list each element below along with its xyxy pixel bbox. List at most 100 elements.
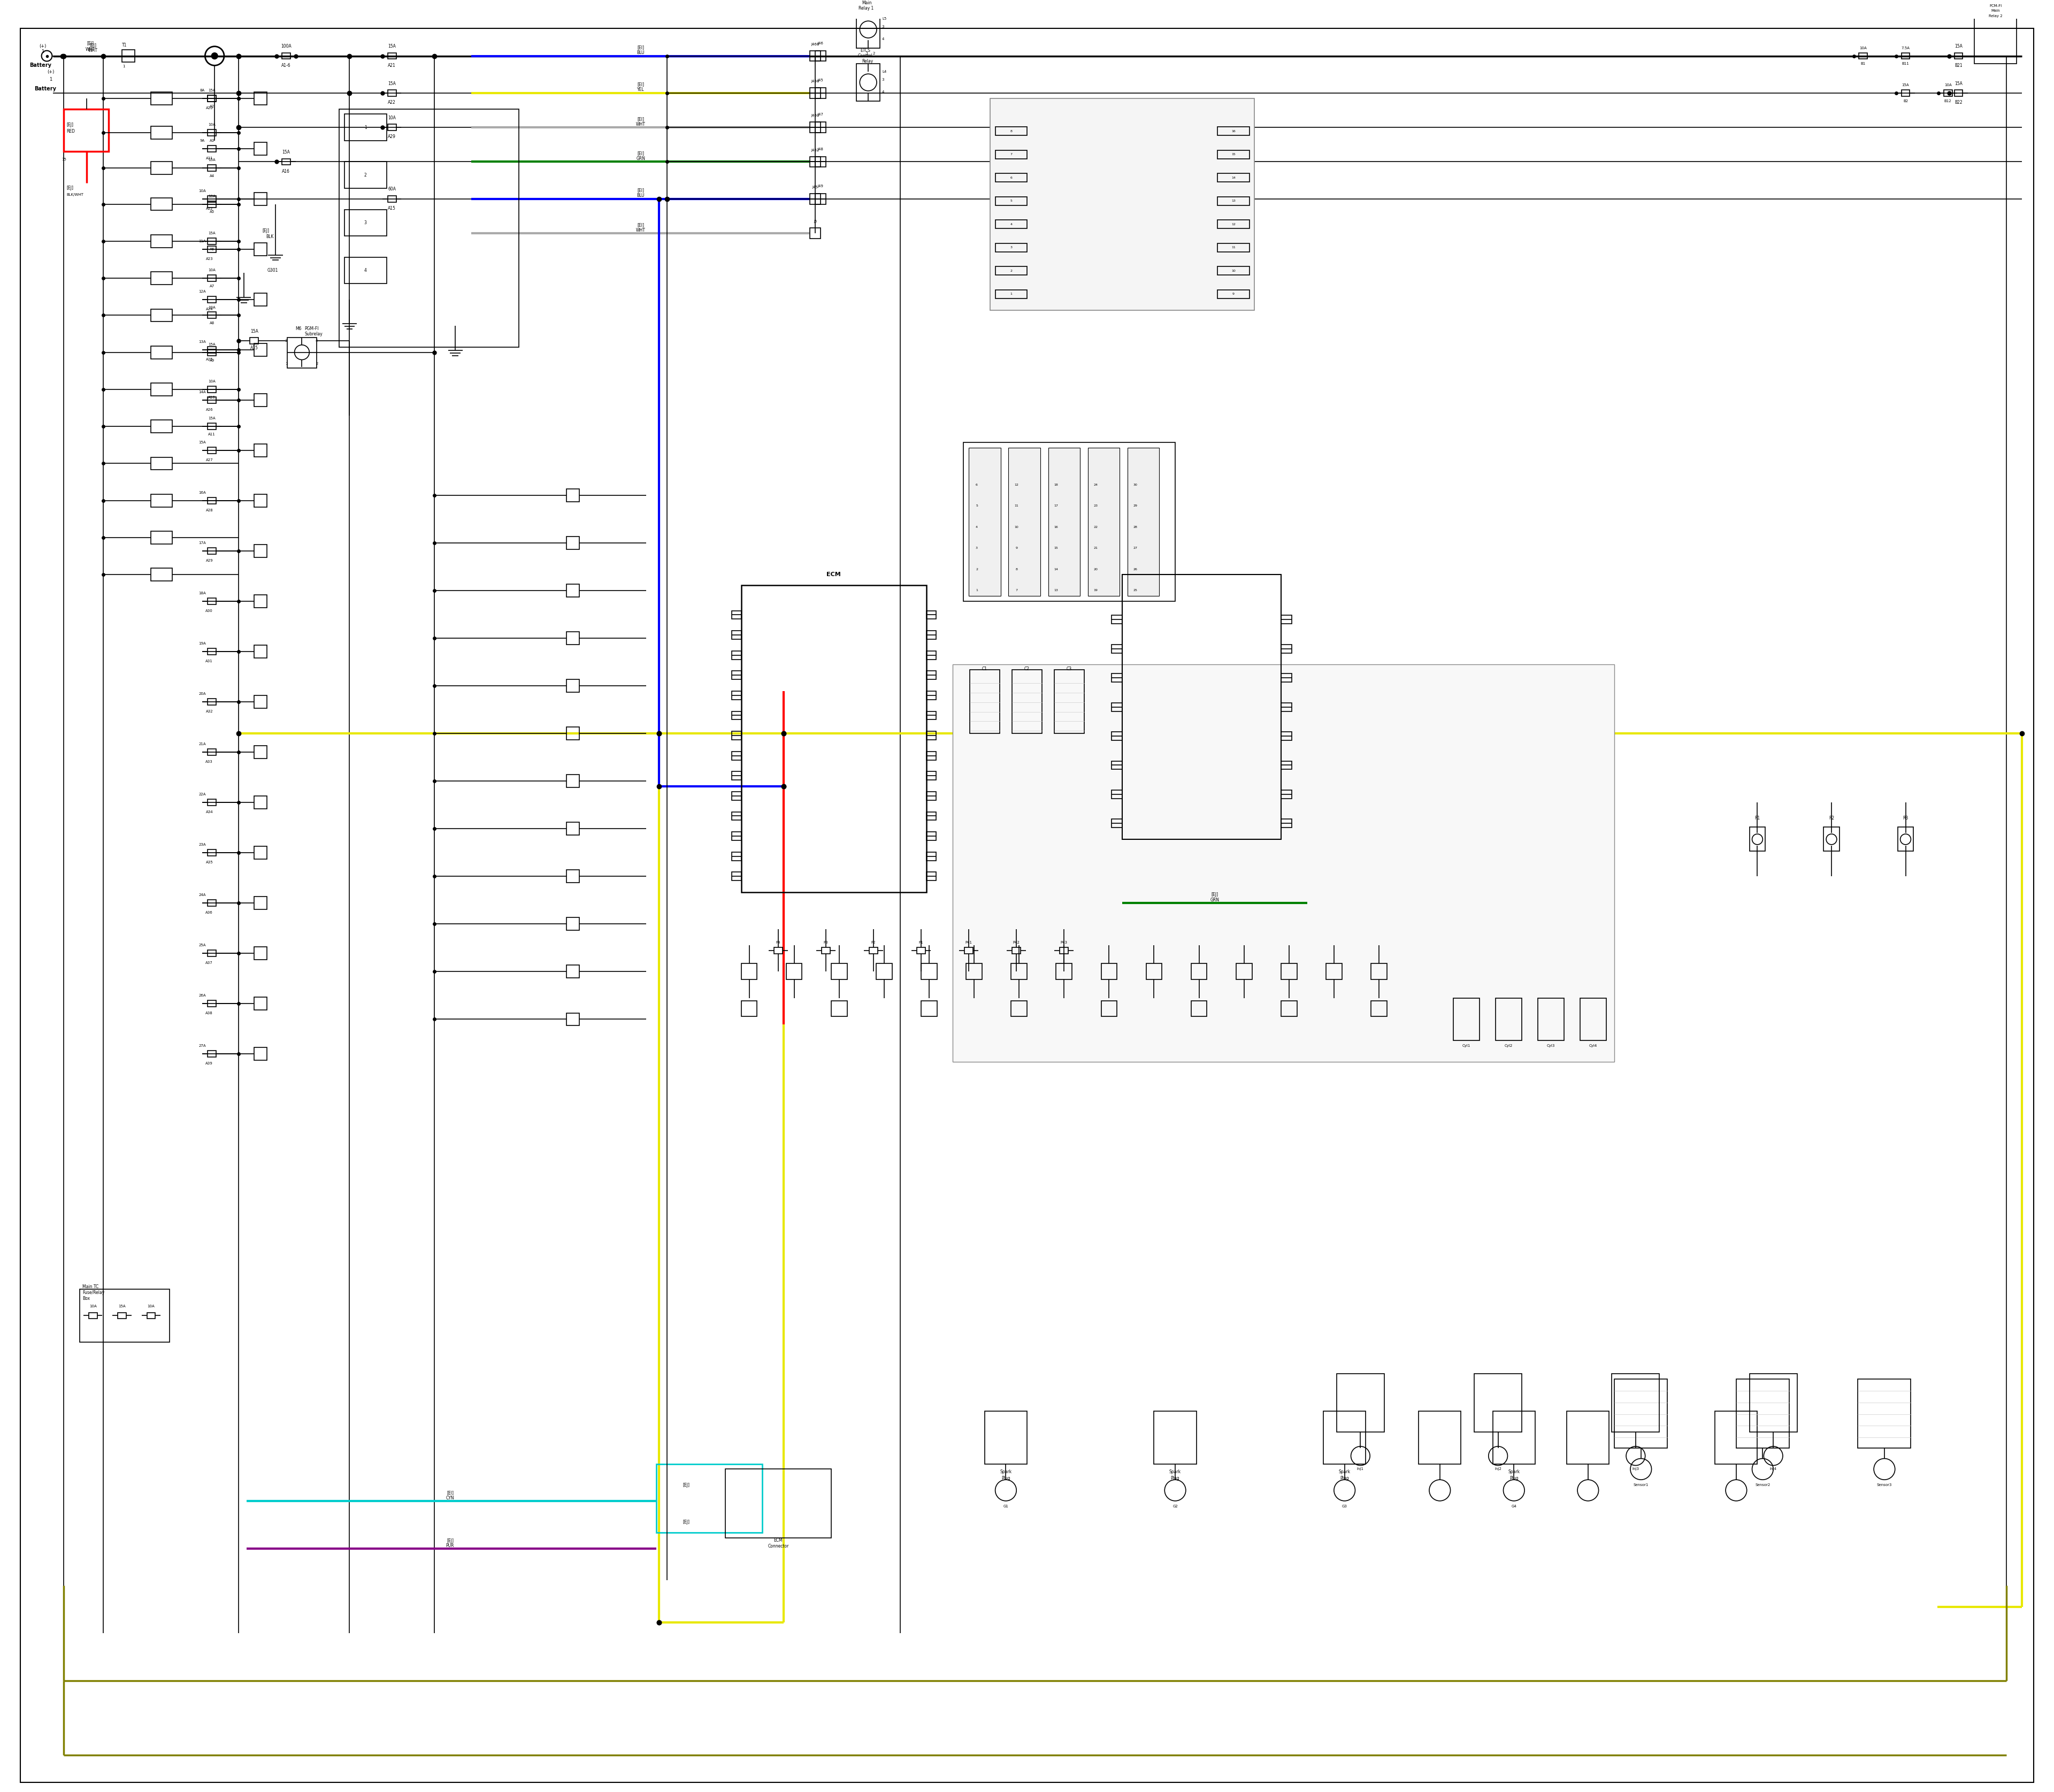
Bar [926, 851, 937, 860]
Text: B21: B21 [1955, 63, 1962, 68]
Bar [1191, 964, 1208, 980]
Bar [1282, 762, 1292, 769]
Bar [255, 394, 267, 407]
Bar [731, 631, 741, 640]
Bar [117, 1312, 125, 1319]
Bar [152, 308, 173, 321]
Text: 3: 3 [881, 79, 885, 81]
Text: 7: 7 [1011, 152, 1013, 156]
Text: Battery: Battery [29, 63, 51, 68]
Bar [80, 1288, 170, 1342]
Bar [1282, 790, 1292, 799]
Bar [1370, 964, 1386, 980]
Text: BLK: BLK [265, 235, 273, 240]
Bar [255, 444, 267, 457]
Text: 13: 13 [1230, 199, 1237, 202]
Text: 8: 8 [1015, 568, 1017, 570]
Text: 4: 4 [881, 90, 885, 93]
Text: 5: 5 [976, 505, 978, 507]
Text: Main: Main [1990, 9, 2001, 13]
Bar [1054, 670, 1085, 733]
Text: A22: A22 [205, 206, 214, 210]
Text: T1: T1 [121, 43, 127, 48]
Text: A23: A23 [205, 256, 214, 260]
Circle shape [212, 52, 218, 59]
Bar [1859, 1380, 1910, 1448]
Text: 16: 16 [1230, 129, 1237, 133]
Text: 16: 16 [1054, 525, 1058, 529]
Text: Box: Box [82, 1296, 90, 1301]
Text: 20: 20 [1093, 568, 1099, 570]
Bar [152, 346, 173, 358]
Text: J45: J45 [817, 79, 824, 82]
Bar [255, 294, 267, 306]
Text: [EI]: [EI] [86, 41, 94, 45]
Text: (+): (+) [39, 45, 45, 48]
Text: 24A: 24A [199, 892, 205, 896]
Text: A27: A27 [205, 459, 214, 461]
Bar [996, 290, 1027, 297]
Text: A5: A5 [210, 210, 214, 213]
Text: Cyl2: Cyl2 [1504, 1045, 1512, 1047]
Text: 15A: 15A [281, 151, 290, 154]
Bar [152, 568, 173, 581]
Bar [255, 192, 267, 206]
Text: 7: 7 [1015, 590, 1017, 591]
Bar [1282, 674, 1292, 683]
Text: 21A: 21A [199, 742, 205, 745]
Bar [207, 950, 216, 957]
Text: A29: A29 [388, 134, 396, 140]
Text: 15A: 15A [207, 418, 216, 419]
Text: Relay: Relay [863, 59, 873, 65]
Text: Plug: Plug [1339, 1477, 1349, 1480]
Bar [207, 95, 216, 102]
Text: 15A: 15A [199, 441, 205, 444]
Text: 3: 3 [976, 547, 978, 550]
Text: 13: 13 [1054, 590, 1058, 591]
Bar [731, 851, 741, 860]
Bar [207, 446, 216, 453]
Text: Spark: Spark [1508, 1469, 1520, 1475]
Bar [815, 88, 826, 99]
Bar [339, 109, 520, 348]
Bar [207, 129, 216, 136]
Bar [1750, 828, 1764, 851]
Text: GRN: GRN [637, 156, 645, 161]
Bar [1452, 998, 1479, 1041]
Text: J466: J466 [811, 43, 820, 47]
Text: Spark: Spark [1169, 1469, 1181, 1475]
Text: P2: P2 [871, 941, 875, 944]
Text: 10A: 10A [1859, 47, 1867, 50]
Bar [207, 548, 216, 554]
Bar [388, 90, 396, 97]
Text: 27A: 27A [199, 1045, 205, 1047]
Bar [731, 711, 741, 720]
Text: YEL: YEL [637, 88, 645, 91]
Text: [EI]: [EI] [637, 222, 645, 228]
Text: 9: 9 [1232, 292, 1234, 296]
Text: CYN: CYN [446, 1496, 454, 1500]
Text: 15A: 15A [388, 81, 396, 86]
Text: GRN: GRN [1210, 898, 1220, 903]
Text: 8: 8 [1011, 129, 1013, 133]
Text: Inj1: Inj1 [1358, 1468, 1364, 1471]
Bar [1191, 1000, 1208, 1016]
Text: 11A: 11A [199, 240, 205, 242]
Text: 10A: 10A [388, 115, 396, 120]
Bar [345, 256, 386, 283]
Text: Inj4: Inj4 [1771, 1468, 1777, 1471]
Text: A28: A28 [205, 509, 214, 513]
Text: 27: 27 [1134, 547, 1138, 550]
Text: [EJ]: [EJ] [66, 186, 74, 190]
Bar [965, 948, 974, 953]
Bar [207, 349, 216, 355]
Bar [1370, 1000, 1386, 1016]
Text: A20: A20 [205, 106, 214, 109]
Text: 1: 1 [976, 590, 978, 591]
Bar [255, 846, 267, 858]
Bar [996, 197, 1027, 206]
Text: 25A: 25A [199, 944, 205, 946]
Text: Plug: Plug [1510, 1477, 1518, 1480]
Bar [1048, 448, 1080, 595]
Text: 24: 24 [1093, 484, 1099, 486]
